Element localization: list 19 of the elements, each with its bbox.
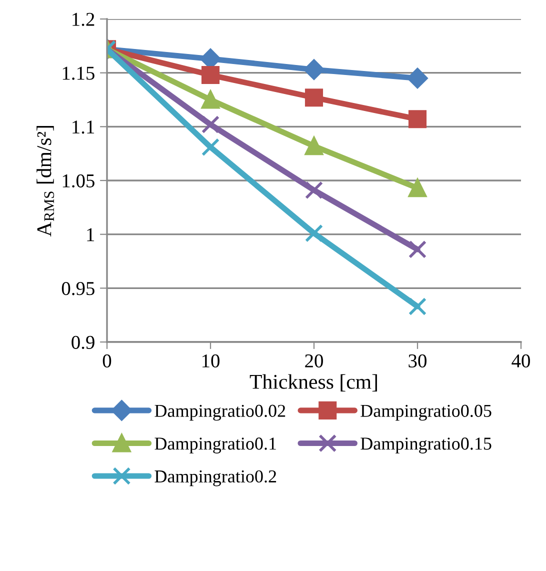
y-tick-label: 1.2: [72, 12, 94, 26]
x-axis-title: Thickness [cm]: [250, 374, 377, 392]
y-tick-label: 0.95: [62, 282, 94, 296]
y-tick-label: 1: [87, 228, 94, 242]
y-tick-label: 1.05: [62, 174, 94, 188]
legend-label: Dampingratio0.02: [154, 404, 286, 421]
y-tick-label: 1.1: [72, 120, 94, 134]
x-tick-label: 20: [305, 354, 323, 368]
y-axis-title: A$_{RMS}$ [dm/s²]: [36, 126, 54, 237]
x-tick-label: 10: [202, 354, 220, 368]
x-tick-label: 30: [408, 354, 426, 368]
legend-label: Dampingratio0.05: [360, 404, 492, 421]
y-tick-label: 1.15: [62, 66, 94, 80]
legend-label: Dampingratio0.2: [154, 470, 276, 486]
y-tick-label: 0.9: [72, 336, 94, 350]
x-tick-label: 40: [512, 354, 530, 368]
legend-label: Dampingratio0.1: [154, 438, 276, 454]
legend-label: Dampingratio0.15: [360, 438, 492, 454]
x-tick-label: 0: [102, 354, 112, 368]
